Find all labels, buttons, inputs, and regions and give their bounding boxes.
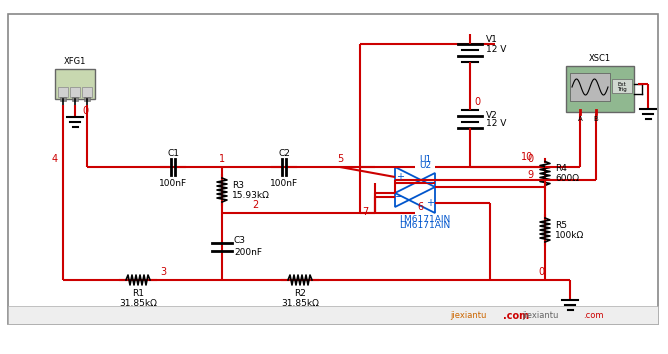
Text: jiexiantu: jiexiantu (450, 312, 486, 320)
Text: 200nF: 200nF (234, 248, 262, 257)
Text: V2: V2 (486, 112, 498, 120)
Text: LM6171AIN: LM6171AIN (399, 215, 451, 223)
FancyBboxPatch shape (70, 87, 80, 97)
Text: 0: 0 (474, 97, 480, 107)
Text: C1: C1 (167, 148, 179, 158)
FancyBboxPatch shape (84, 97, 90, 101)
Text: R1: R1 (132, 290, 144, 298)
Text: .com: .com (582, 312, 603, 320)
FancyBboxPatch shape (82, 87, 92, 97)
Text: −: − (426, 178, 435, 188)
Text: 100nF: 100nF (159, 178, 187, 188)
Text: 100kΩ: 100kΩ (555, 230, 584, 240)
Text: +: + (426, 198, 434, 208)
Text: .com: .com (503, 311, 529, 321)
Text: R4: R4 (555, 164, 567, 173)
Text: +: + (396, 172, 404, 182)
Text: U2: U2 (419, 160, 431, 170)
Text: 6: 6 (417, 202, 423, 212)
Text: 2: 2 (252, 200, 259, 210)
Text: 4: 4 (52, 154, 58, 164)
Text: LM6171AIN: LM6171AIN (399, 221, 451, 229)
Text: V1: V1 (486, 35, 498, 45)
Text: jiexiantu: jiexiantu (522, 312, 558, 320)
Text: 5: 5 (337, 154, 343, 164)
FancyBboxPatch shape (570, 73, 610, 101)
Text: C2: C2 (278, 148, 290, 158)
Text: 600Ω: 600Ω (555, 174, 579, 183)
FancyBboxPatch shape (60, 97, 66, 101)
Text: XSC1: XSC1 (589, 54, 611, 63)
Text: 7: 7 (362, 207, 368, 217)
Text: 12 V: 12 V (486, 120, 506, 129)
Text: R2: R2 (294, 290, 306, 298)
Text: R5: R5 (555, 221, 567, 229)
FancyBboxPatch shape (612, 79, 632, 93)
Text: 100nF: 100nF (270, 178, 298, 188)
FancyBboxPatch shape (8, 14, 658, 324)
FancyBboxPatch shape (8, 306, 658, 324)
Text: Trig: Trig (617, 87, 627, 92)
Text: U1: U1 (419, 154, 431, 164)
FancyBboxPatch shape (72, 97, 78, 101)
FancyBboxPatch shape (566, 66, 634, 112)
FancyBboxPatch shape (58, 87, 68, 97)
Text: Ext: Ext (618, 81, 627, 86)
Text: 0: 0 (527, 154, 533, 164)
Text: A: A (578, 116, 582, 122)
Text: XFG1: XFG1 (64, 57, 86, 66)
Text: 1: 1 (219, 154, 225, 164)
Text: 12 V: 12 V (486, 46, 506, 55)
Text: C3: C3 (234, 236, 246, 245)
Text: 15.93kΩ: 15.93kΩ (232, 190, 270, 200)
Text: 31.85kΩ: 31.85kΩ (119, 299, 157, 308)
Text: 10: 10 (521, 153, 533, 162)
Text: −: − (395, 192, 405, 202)
Text: 3: 3 (160, 267, 166, 277)
Text: 0: 0 (82, 106, 88, 116)
Text: 31.85kΩ: 31.85kΩ (281, 299, 319, 308)
Text: B: B (594, 116, 599, 122)
FancyBboxPatch shape (55, 69, 95, 99)
Text: 0: 0 (538, 267, 544, 277)
Text: R3: R3 (232, 181, 244, 189)
Text: 9: 9 (527, 170, 533, 180)
